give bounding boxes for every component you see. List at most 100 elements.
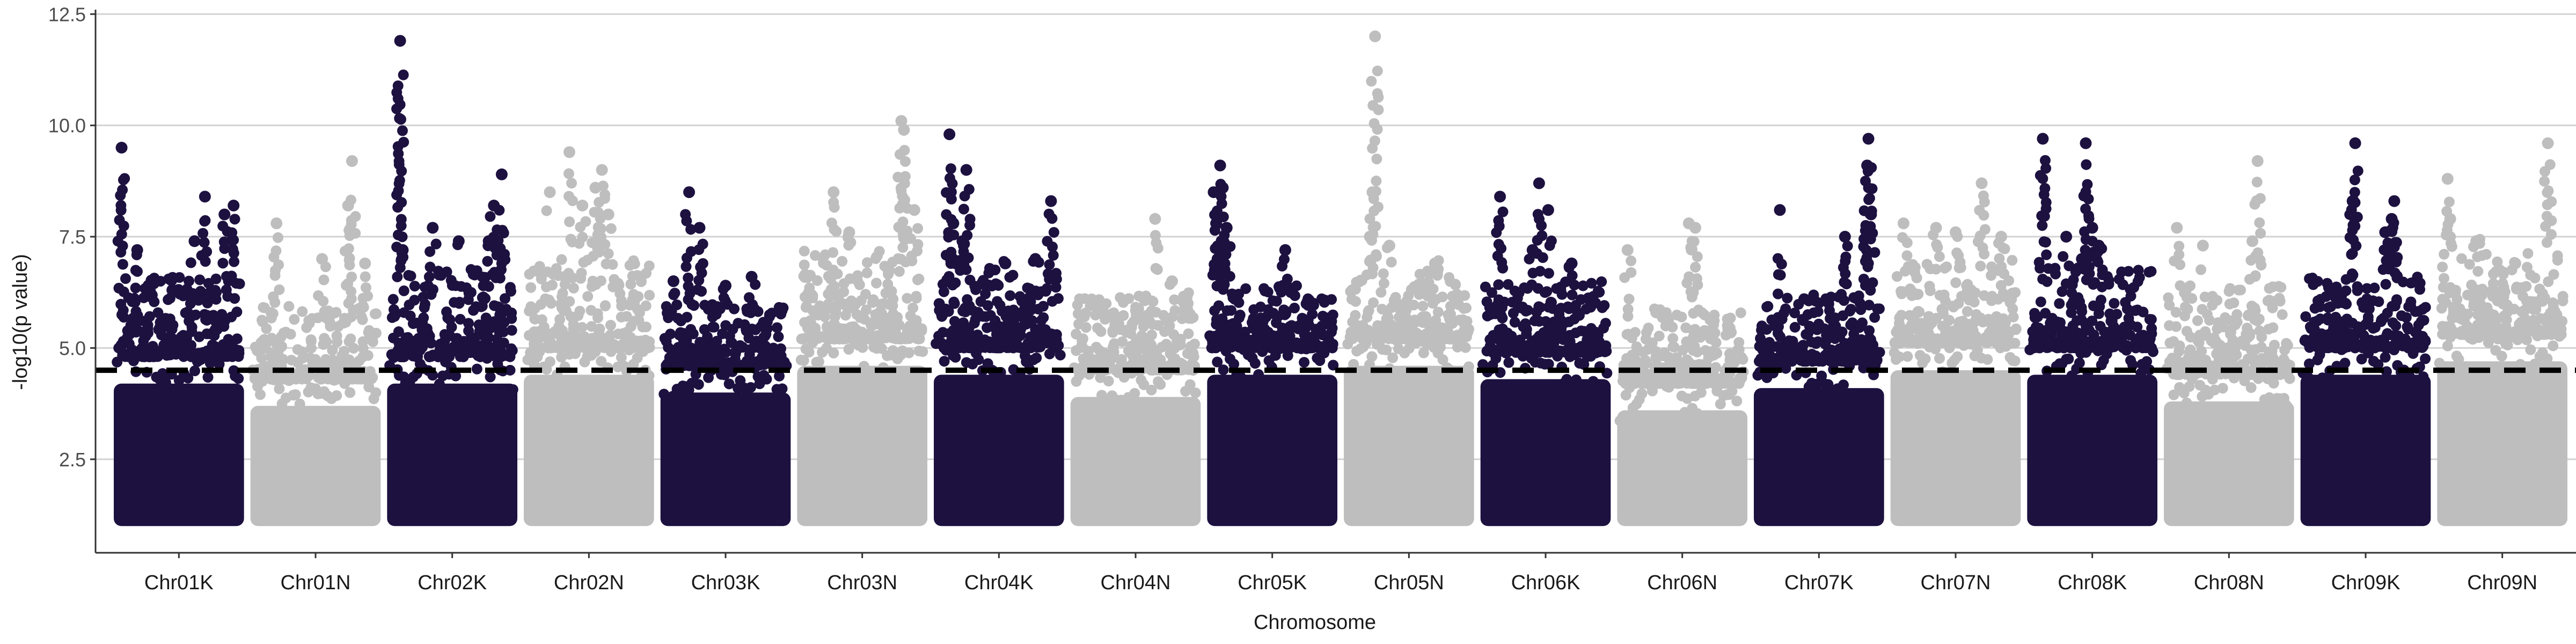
snp-point [2039,182,2051,194]
snp-point [560,305,571,316]
snp-point [680,209,691,220]
snp-point [1318,341,1329,352]
snp-point [902,292,913,304]
dense-point-mass [524,375,654,526]
snp-point [1095,326,1107,337]
snp-point [897,216,909,228]
snp-point [1836,289,1847,300]
snp-point [1527,346,1538,357]
snp-point [419,299,430,310]
snp-point [1842,240,1853,252]
snp-point [1103,376,1114,387]
snp-point [1670,372,1681,384]
snp-point [1986,295,1997,306]
snp-point [719,343,730,355]
snp-point [1430,314,1441,326]
snp-point [1710,362,1721,373]
snp-point [616,301,627,312]
snp-point [117,184,128,195]
peak-snp-point [1220,222,1233,234]
snp-point [2367,323,2379,334]
snp-point [2041,276,2053,287]
snp-point [912,239,924,250]
snp-point [854,312,866,323]
snp-point [479,294,490,305]
snp-point [938,286,949,297]
peak-snp-point [544,186,556,199]
peak-snp-point [956,235,969,247]
snp-point [1461,302,1472,313]
snp-point [467,269,479,280]
snp-point [227,244,238,255]
snp-point [1845,356,1856,367]
snp-point [1161,339,1172,350]
snp-point [1520,318,1531,330]
snp-point [1963,338,1974,349]
snp-point [564,216,575,228]
snp-point [344,259,355,270]
snp-point [450,370,462,382]
snp-point [130,265,141,276]
snp-point [1899,334,1911,345]
snp-point [1445,276,1456,287]
snp-point [709,354,720,365]
snp-point [290,389,301,400]
peak-snp-point [115,142,128,154]
snp-point [1555,303,1567,314]
snp-point [2200,326,2211,337]
snp-point [254,389,266,400]
snp-point [319,333,330,344]
snp-point [1350,327,1362,338]
snp-point [1726,385,1738,397]
snp-point [2105,330,2116,341]
snp-point [115,341,127,353]
snp-point [1688,236,1700,247]
snp-point [937,309,948,320]
snp-point [175,384,186,395]
snp-point [1221,305,1233,316]
snp-point [557,288,568,299]
snp-point [754,342,765,354]
snp-point [945,163,956,174]
snp-point [222,351,233,362]
snp-point [1863,258,1874,269]
snp-point [961,328,972,339]
snp-point [1037,331,1049,342]
snp-point [2307,379,2318,390]
chromosome-group-chr02n [522,146,655,526]
snp-point [434,378,445,390]
snp-point [972,330,983,341]
snp-point [1165,348,1176,360]
snp-point [605,223,617,234]
snp-point [1580,303,1592,314]
snp-point [749,303,760,314]
snp-point [1425,288,1436,299]
peak-snp-point [1182,297,1194,310]
snp-point [718,292,729,303]
snp-point [1185,349,1197,361]
snp-point [1496,310,1507,321]
snp-point [2003,329,2014,340]
snp-point [1345,286,1356,297]
snp-point [1413,279,1424,290]
snp-point [2254,325,2265,336]
snp-point [1574,310,1585,321]
snp-point [2051,321,2062,333]
snp-point [197,228,209,239]
snp-point [204,287,215,298]
snp-point [1071,345,1082,356]
snp-point [1414,289,1425,300]
snp-point [2091,254,2103,266]
snp-point [117,259,128,270]
snp-point [398,69,409,80]
peak-snp-point [131,244,143,256]
snp-point [1667,341,1679,353]
snp-point [160,332,171,343]
snp-point [917,346,928,357]
snp-point [394,175,405,186]
snp-point [2133,265,2144,276]
peak-snp-point [943,128,956,141]
snp-point [2213,350,2224,362]
peak-snp-point [2092,239,2105,252]
snp-point [744,357,756,368]
